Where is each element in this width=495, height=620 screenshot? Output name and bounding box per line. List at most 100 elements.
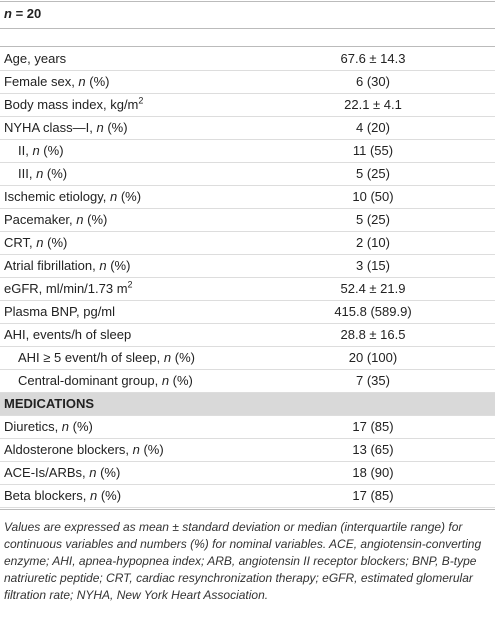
rule (0, 46, 495, 47)
text: Pacemaker, (4, 212, 77, 227)
row-value: 13 (65) (352, 442, 394, 457)
text: (%) (97, 488, 122, 503)
italic-text: n (4, 6, 12, 21)
row-label: Age, years (4, 48, 66, 70)
italic-text: n (163, 350, 172, 365)
row-value: 28.8 ± 16.5 (340, 327, 406, 342)
text: II, (18, 143, 33, 158)
row-label: Central-dominant group, n (%) (18, 370, 193, 392)
superscript: 2 (127, 279, 133, 290)
text: Age, years (4, 51, 67, 66)
text: (%) (83, 212, 108, 227)
table-row: Ischemic etiology, n (%) 10 (50) (0, 186, 495, 209)
section-title: MEDICATIONS (4, 396, 95, 411)
table-row: Pacemaker, n (%) 5 (25) (0, 209, 495, 232)
row-value: 22.1 ± 4.1 (344, 97, 402, 112)
row-label: Aldosterone blockers, n (%) (4, 439, 164, 461)
text: NYHA class—I, (4, 120, 97, 135)
row-value: 3 (15) (356, 258, 390, 273)
text: (%) (117, 189, 142, 204)
row-label: III, n (%) (18, 163, 67, 185)
text: eGFR, ml/min/1.73 m (4, 281, 128, 296)
text: (%) (69, 419, 93, 434)
text: (%) (43, 235, 68, 250)
row-value: 2 (10) (356, 235, 390, 250)
row-value: 11 (55) (352, 143, 394, 158)
text: (%) (169, 373, 193, 388)
row-label: ACE-Is/ARBs, n (%) (4, 462, 120, 484)
table-row: Aldosterone blockers, n (%) 13 (65) (0, 439, 495, 462)
rule (0, 1, 495, 2)
section-row: MEDICATIONS (0, 393, 495, 416)
row-value: 6 (30) (356, 74, 390, 89)
italic-text: n (90, 488, 98, 503)
row-label: AHI ≥ 5 event/h of sleep, n (%) (18, 347, 195, 369)
text: III, (18, 166, 37, 181)
italic-text: n (32, 143, 40, 158)
table-row: ACE-Is/ARBs, n (%) 18 (90) (0, 462, 495, 485)
table-row: NYHA class—I, n (%) 4 (20) (0, 117, 495, 140)
row-label: AHI, events/h of sleep (4, 324, 131, 346)
table-row: Beta blockers, n (%) 17 (85) (0, 485, 495, 508)
table-row: Plasma BNP, pg/ml 415.8 (589.9) (0, 301, 495, 324)
table-row: Age, years 67.6 ± 14.3 (0, 48, 495, 71)
italic-text: n (96, 120, 104, 135)
italic-text: n (36, 166, 44, 181)
row-label: Atrial fibrillation, n (%) (4, 255, 130, 277)
table-row: III, n (%) 5 (25) (0, 163, 495, 186)
row-label: II, n (%) (18, 140, 64, 162)
text: (%) (103, 120, 128, 135)
text: = 20 (11, 6, 42, 21)
italic-text: n (99, 258, 107, 273)
text: Atrial fibrillation, (4, 258, 100, 273)
text: Beta blockers, (4, 488, 90, 503)
row-value: 18 (90) (352, 465, 394, 480)
text: (%) (43, 166, 68, 181)
row-label: Plasma BNP, pg/ml (4, 301, 115, 323)
text: Ischemic etiology, (4, 189, 110, 204)
text: Diuretics, (4, 419, 62, 434)
text: Female sex, (4, 74, 79, 89)
row-value: 10 (50) (352, 189, 394, 204)
table-row: Female sex, n (%) 6 (30) (0, 71, 495, 94)
footnote: Values are expressed as mean ± standard … (4, 520, 482, 602)
row-value: 52.4 ± 21.9 (340, 281, 406, 296)
table-row: Body mass index, kg/m2 22.1 ± 4.1 (0, 94, 495, 117)
row-label: Female sex, n (%) (4, 71, 110, 93)
text: (%) (106, 258, 131, 273)
row-label: Body mass index, kg/m2 (4, 94, 143, 116)
table-row: CRT, n (%) 2 (10) (0, 232, 495, 255)
row-value: 5 (25) (356, 212, 390, 227)
text: AHI, events/h of sleep (4, 327, 132, 342)
text: Central-dominant group, (18, 373, 162, 388)
superscript: 2 (138, 95, 144, 106)
row-value: 17 (85) (352, 488, 394, 503)
table-header: n = 20 (4, 4, 41, 24)
text: (%) (139, 442, 164, 457)
italic-text: n (61, 419, 70, 434)
rule (0, 28, 495, 29)
row-value: 67.6 ± 14.3 (340, 51, 406, 66)
italic-text: n (76, 212, 84, 227)
italic-text: n (161, 373, 170, 388)
text: Plasma BNP, pg/ml (4, 304, 116, 319)
table-row: AHI, events/h of sleep 28.8 ± 16.5 (0, 324, 495, 347)
italic-text: n (78, 74, 86, 89)
text: (%) (96, 465, 121, 480)
row-label: Beta blockers, n (%) (4, 485, 121, 507)
row-value: 4 (20) (356, 120, 390, 135)
text: Body mass index, kg/m (4, 97, 139, 112)
text: (%) (171, 350, 195, 365)
text: (%) (39, 143, 64, 158)
table-row: II, n (%) 11 (55) (0, 140, 495, 163)
row-label: Diuretics, n (%) (4, 416, 93, 438)
text: AHI ≥ 5 event/h of sleep, (18, 350, 164, 365)
table-row: eGFR, ml/min/1.73 m2 52.4 ± 21.9 (0, 278, 495, 301)
row-value: 5 (25) (356, 166, 390, 181)
row-label: eGFR, ml/min/1.73 m2 (4, 278, 133, 300)
text: Aldosterone blockers, (4, 442, 133, 457)
row-value: 17 (85) (352, 419, 394, 434)
row-label: Pacemaker, n (%) (4, 209, 107, 231)
table-row: AHI ≥ 5 event/h of sleep, n (%) 20 (100) (0, 347, 495, 370)
